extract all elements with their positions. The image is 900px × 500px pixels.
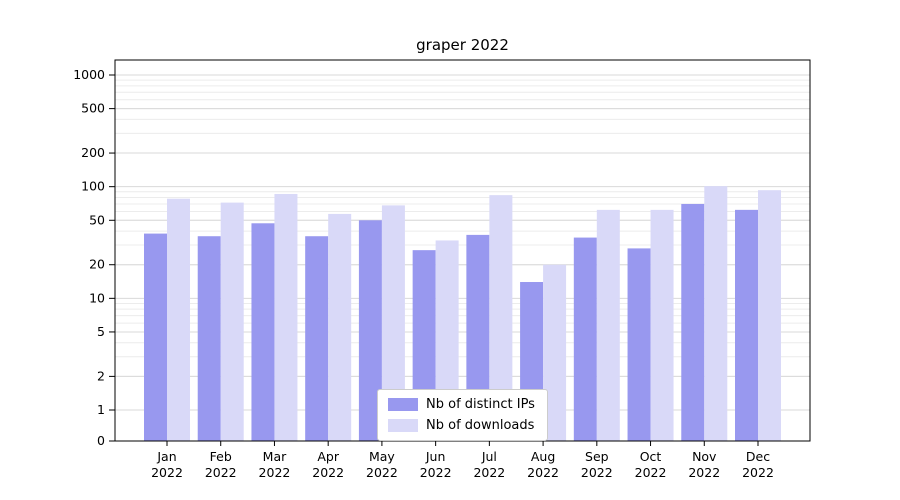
bar-downloads [650,209,674,441]
x-tick-label-month: Jul [481,449,497,464]
x-tick-label-year: 2022 [366,465,398,480]
x-tick-label-year: 2022 [688,465,720,480]
bar-distinct-ips [305,236,329,441]
plot-border [114,59,811,442]
bar-distinct-ips [197,236,221,441]
y-tick-label: 20 [89,257,105,272]
x-tick-label-month: Nov [692,449,717,464]
chart-title: graper 2022 [416,36,509,54]
x-tick-label-month: Jun [425,449,446,464]
x-tick-label-year: 2022 [473,465,505,480]
legend-swatch-distinct-ips [388,398,418,411]
y-tick-label: 100 [81,179,105,194]
x-tick-label-month: Jan [156,449,176,464]
bar-distinct-ips [573,237,597,441]
legend-label-downloads: Nb of downloads [426,418,535,433]
bar-downloads [596,209,620,441]
x-tick-label-month: Sep [585,449,609,464]
y-tick-label: 0 [97,433,105,448]
bar-downloads [328,213,352,441]
legend-swatch-downloads [388,419,418,432]
x-tick-label-year: 2022 [527,465,559,480]
y-tick-label: 1 [97,402,105,417]
bar-downloads [274,193,298,441]
bar-downloads [704,186,728,441]
y-tick-label: 500 [81,101,105,116]
y-tick-label: 5 [97,324,105,339]
x-tick-label-month: Oct [640,449,662,464]
x-tick-label-year: 2022 [635,465,667,480]
bar-distinct-ips [735,209,758,441]
x-tick-label-year: 2022 [420,465,452,480]
x-tick-label-year: 2022 [151,465,183,480]
bar-distinct-ips [627,248,651,441]
y-tick-label: 200 [81,145,105,160]
y-tick-label: 10 [89,290,105,305]
legend-item-downloads: Nb of downloads [388,418,535,433]
legend: Nb of distinct IPs Nb of downloads [377,389,548,441]
bar-downloads [489,195,513,441]
x-tick-label-month: Feb [210,449,232,464]
x-tick-label-year: 2022 [259,465,291,480]
bar-distinct-ips [358,220,382,441]
x-tick-label-month: Apr [317,449,339,464]
y-tick-label: 2 [97,368,105,383]
x-tick-label-month: May [369,449,395,464]
x-tick-label-month: Mar [263,449,287,464]
x-tick-label-year: 2022 [312,465,344,480]
x-tick-label-year: 2022 [205,465,237,480]
legend-label-distinct-ips: Nb of distinct IPs [426,397,535,412]
x-tick-label-year: 2022 [581,465,613,480]
legend-item-distinct-ips: Nb of distinct IPs [388,397,535,412]
bar-downloads [381,205,405,441]
x-tick-label-year: 2022 [742,465,774,480]
bar-distinct-ips [144,233,167,441]
bar-downloads [758,190,781,441]
bar-downloads [167,198,190,441]
bar-downloads [220,202,244,441]
y-tick-label: 50 [89,212,105,227]
bar-distinct-ips [681,203,705,441]
y-tick-label: 1000 [73,67,105,82]
x-tick-label-month: Dec [746,449,770,464]
x-tick-label-month: Aug [531,449,555,464]
bar-downloads [543,264,567,441]
bar-distinct-ips [251,223,275,441]
